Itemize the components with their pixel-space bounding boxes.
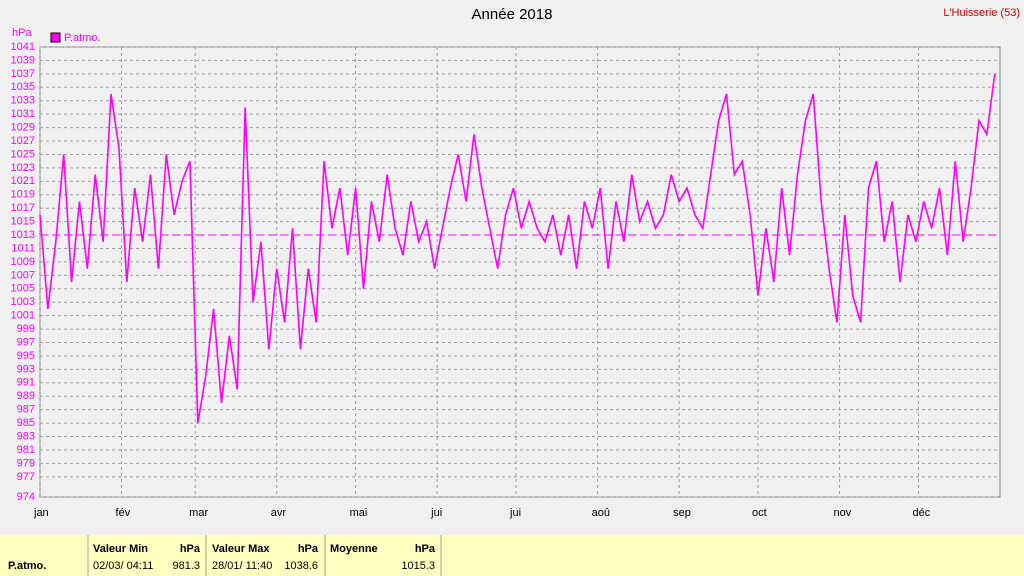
summary-date: 02/03/ 04:11: [93, 560, 153, 572]
y-tick-label: 981: [17, 444, 35, 456]
x-tick-label: fév: [116, 507, 131, 519]
summary-header: Valeur Min: [93, 543, 148, 555]
summary-value: 1015.3: [401, 560, 435, 572]
y-tick-label: 1017: [11, 202, 35, 214]
x-tick-label: sep: [673, 507, 691, 519]
y-tick-label: 1027: [11, 135, 35, 147]
summary-date: 28/01/ 11:40: [212, 560, 272, 572]
y-tick-label: 1011: [11, 242, 35, 254]
y-tick-label: 1037: [11, 68, 35, 80]
y-tick-label: 1005: [11, 283, 35, 295]
summary-header: Moyenne: [330, 543, 378, 555]
y-tick-label: 1025: [11, 148, 35, 160]
y-tick-label: 1007: [11, 269, 35, 281]
y-tick-label: 1029: [11, 122, 35, 134]
y-tick-label: 1035: [11, 81, 35, 93]
y-tick-label: 1009: [11, 256, 35, 268]
y-tick-label: 1013: [11, 229, 35, 241]
series-line: [39, 73, 996, 424]
legend-swatch: [50, 32, 61, 43]
legend-label: P.atmo.: [64, 32, 101, 44]
summary-value: 981.3: [172, 560, 200, 572]
y-tick-label: 1021: [11, 175, 35, 187]
y-tick-label: 1033: [11, 95, 35, 107]
summary-unit: hPa: [298, 543, 319, 555]
x-tick-label: déc: [912, 507, 930, 519]
station-name: L'Huisserie (53): [943, 7, 1020, 19]
y-tick-label: 991: [17, 377, 35, 389]
x-tick-label: aoû: [592, 507, 610, 519]
summary-unit: hPa: [180, 543, 201, 555]
y-tick-label: 1023: [11, 162, 35, 174]
x-tick-label: jan: [33, 507, 49, 519]
y-tick-label: 1015: [11, 216, 35, 228]
y-tick-label: 1041: [11, 41, 35, 53]
y-tick-label: 989: [17, 390, 35, 402]
y-tick-label: 999: [17, 323, 35, 335]
y-tick-label: 987: [17, 404, 35, 416]
x-tick-label: nov: [834, 507, 852, 519]
summary: P.atmo. Valeur Min hPa 02/03/ 04:11 981.…: [8, 543, 436, 572]
y-axis-label: hPa: [12, 27, 32, 39]
summary-header: Valeur Max: [212, 543, 270, 555]
x-tick-label: mai: [350, 507, 368, 519]
summary-panel: [0, 535, 1024, 576]
x-tick-label: avr: [271, 507, 287, 519]
y-tick-label: 974: [17, 491, 35, 503]
x-tick-label: jui: [509, 507, 521, 519]
y-tick-label: 977: [17, 471, 35, 483]
y-tick-label: 983: [17, 430, 35, 442]
x-tick-label: oct: [752, 507, 767, 519]
y-tick-label: 1039: [11, 54, 35, 66]
x-tick-label: jui: [430, 507, 442, 519]
y-tick-label: 1001: [11, 310, 35, 322]
y-tick-label: 985: [17, 417, 35, 429]
y-tick-label: 993: [17, 363, 35, 375]
y-tick-label: 1003: [11, 296, 35, 308]
y-tick-label: 1031: [11, 108, 35, 120]
x-tick-label: mar: [189, 507, 208, 519]
summary-dividers: [87, 535, 442, 576]
y-tick-label: 1019: [11, 189, 35, 201]
chart-title: Année 2018: [472, 6, 553, 23]
y-tick-label: 995: [17, 350, 35, 362]
y-tick-label: 997: [17, 336, 35, 348]
y-tick-label: 979: [17, 457, 35, 469]
summary-row-label: P.atmo.: [8, 560, 46, 572]
summary-value: 1038.6: [284, 560, 318, 572]
summary-unit: hPa: [415, 543, 436, 555]
